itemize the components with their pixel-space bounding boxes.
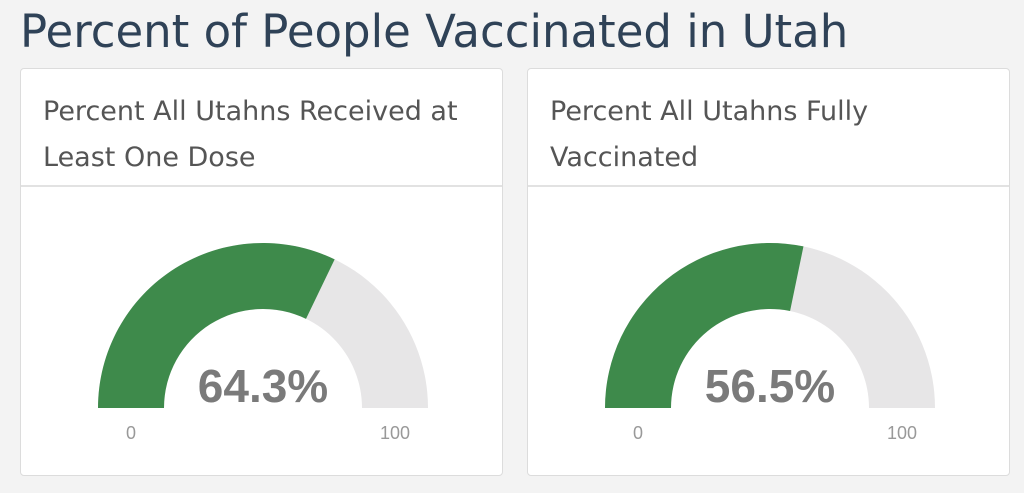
card-title: Percent All Utahns Received at Least One…: [21, 69, 502, 187]
gauge-chart: 56.5% 0 100: [605, 243, 935, 443]
gauge-value-label: 64.3%: [198, 360, 328, 412]
gauge-max-label: 100: [887, 423, 917, 443]
gauge-min-label: 0: [126, 423, 136, 443]
gauge-value-label: 56.5%: [705, 360, 835, 412]
gauge-value: [605, 243, 804, 408]
gauge-max-label: 100: [380, 423, 410, 443]
gauge-value: [98, 242, 335, 408]
gauge-min-label: 0: [633, 423, 643, 443]
page-title: Percent of People Vaccinated in Utah: [20, 5, 849, 58]
gauge-card: Percent All Utahns Fully Vaccinated 56.5%…: [527, 68, 1010, 476]
card-title: Percent All Utahns Fully Vaccinated: [528, 69, 1009, 187]
gauge-card: Percent All Utahns Received at Least One…: [20, 68, 503, 476]
gauge-chart: 64.3% 0 100: [98, 242, 428, 443]
